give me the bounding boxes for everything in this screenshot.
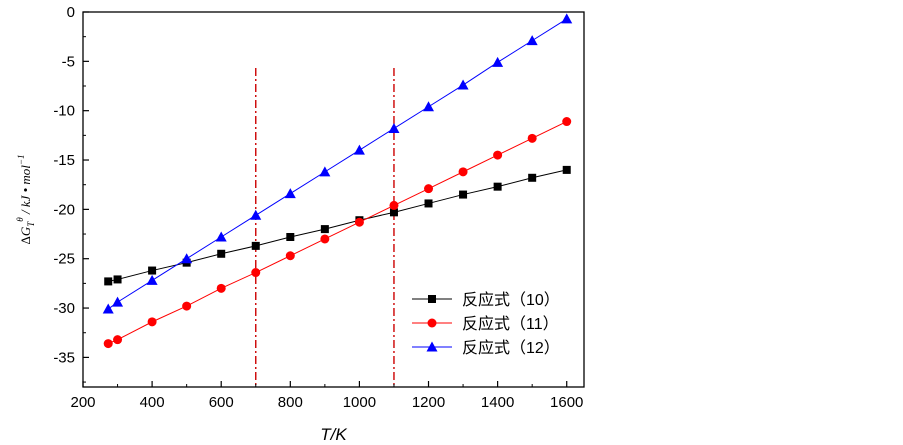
data-point — [457, 79, 469, 90]
x-axis-title: T/K — [320, 425, 347, 444]
svg-text:ΔGTθ / kJ • mol−1: ΔGTθ / kJ • mol−1 — [15, 155, 36, 245]
data-point — [423, 101, 435, 112]
legend-marker — [427, 318, 437, 328]
data-point — [182, 301, 192, 311]
data-point — [251, 268, 261, 278]
data-point — [103, 339, 113, 349]
y-label-sub: T — [26, 221, 36, 227]
data-point — [102, 303, 114, 314]
data-point — [320, 225, 329, 234]
data-point — [528, 173, 537, 182]
data-point — [388, 122, 400, 133]
legend-marker — [428, 295, 436, 303]
data-point — [217, 249, 226, 258]
plot-frame — [82, 11, 585, 388]
data-point — [216, 283, 226, 293]
x-tick-label: 1200 — [412, 394, 445, 411]
legend-label: 反应式（11） — [462, 314, 559, 333]
y-tick-label: -5 — [62, 53, 75, 70]
data-point — [215, 231, 227, 242]
data-point — [251, 241, 260, 250]
series-2 — [103, 117, 572, 349]
data-point — [353, 144, 365, 155]
data-point — [250, 209, 262, 220]
x-tick-label: 1400 — [481, 394, 514, 411]
data-point — [147, 317, 157, 327]
y-label-delta: Δ — [18, 236, 33, 244]
data-point — [148, 266, 157, 275]
data-point — [181, 253, 193, 264]
y-tick-label: -15 — [53, 152, 75, 169]
data-point — [354, 217, 364, 227]
y-axis-title: ΔGTθ / kJ • mol−1 — [15, 155, 36, 245]
y-tick-label: 0 — [67, 4, 75, 21]
legend-label: 反应式（10） — [462, 290, 560, 309]
x-tick-label: 1000 — [343, 394, 376, 411]
data-point — [493, 150, 503, 160]
data-point — [286, 233, 295, 241]
data-point — [284, 188, 296, 199]
y-label-unit: / kJ • mol — [18, 165, 33, 218]
data-point — [527, 133, 537, 143]
data-point — [389, 200, 399, 210]
series-1 — [104, 165, 571, 286]
legend-item: 反应式（11） — [412, 314, 559, 333]
x-tick-label: 1600 — [550, 394, 583, 411]
data-point — [112, 296, 124, 307]
legend-item: 反应式（12） — [412, 338, 560, 357]
data-point — [104, 277, 113, 286]
x-tick-label: 200 — [70, 394, 95, 411]
reference-lines — [255, 68, 395, 387]
y-tick-label: -35 — [53, 349, 75, 366]
data-point — [562, 165, 571, 174]
y-tick-label: -30 — [53, 300, 75, 317]
y-tick-label: -10 — [53, 103, 75, 120]
data-point — [146, 274, 158, 285]
data-point — [389, 208, 398, 217]
data-point — [493, 182, 502, 191]
data-point — [526, 35, 538, 46]
data-point — [319, 166, 331, 177]
y-tick-label: -25 — [53, 251, 75, 268]
data-point — [458, 167, 468, 177]
x-tick-label: 800 — [278, 394, 303, 411]
x-tick-label: 600 — [209, 394, 234, 411]
data-point — [320, 234, 330, 244]
data-point — [113, 275, 122, 284]
data-point — [113, 335, 123, 345]
data-point — [562, 117, 572, 127]
y-label-sup: θ — [15, 217, 25, 222]
y-tick-label: -20 — [53, 201, 75, 218]
x-tick-label: 400 — [140, 394, 165, 411]
series-3 — [102, 13, 573, 314]
legend-label: 反应式（12） — [462, 338, 560, 357]
data-point — [459, 190, 468, 199]
data-point — [285, 251, 295, 261]
legend: 反应式（10） 反应式（11） 反应式（12） — [412, 290, 560, 357]
x-axis: 200 400 600 800 1000 1200 1400 1600 — [70, 381, 583, 411]
y-label-g: G — [18, 226, 33, 236]
series-group — [102, 13, 573, 349]
y-axis: 0 -5 -10 -15 -20 -25 -30 -35 — [53, 4, 89, 383]
data-point — [424, 184, 434, 194]
data-point — [424, 199, 433, 208]
data-point — [492, 56, 504, 67]
legend-marker — [426, 341, 438, 352]
data-point — [561, 13, 573, 24]
y-label-unit-sup: −1 — [16, 155, 26, 166]
legend-item: 反应式（10） — [412, 290, 560, 309]
